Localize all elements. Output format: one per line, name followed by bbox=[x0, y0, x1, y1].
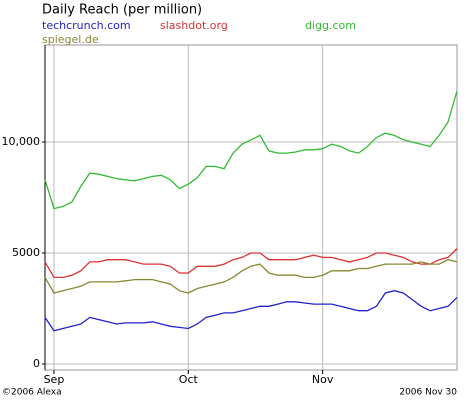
x-tick-label: Oct bbox=[179, 373, 199, 386]
y-tick-label: 5000 bbox=[12, 246, 40, 259]
chart-title: Daily Reach (per million) bbox=[42, 3, 202, 18]
legend-label: techcrunch.com bbox=[42, 19, 131, 32]
y-tick-label: 0 bbox=[33, 357, 40, 370]
x-tick-label: Nov bbox=[312, 373, 334, 386]
series-line bbox=[44, 290, 458, 332]
legend-label: slashdot.org bbox=[160, 19, 228, 32]
legend-label: digg.com bbox=[305, 19, 356, 32]
series-line bbox=[44, 259, 458, 294]
y-tick-label: 10,000 bbox=[2, 135, 41, 148]
legend-label: spiegel.de bbox=[42, 33, 99, 46]
footer-date: 2006 Nov 30 bbox=[399, 388, 457, 398]
x-tick-label: Sep bbox=[44, 373, 65, 386]
series-line bbox=[44, 90, 458, 210]
series-line bbox=[44, 248, 458, 279]
footer-source: ©2006 Alexa bbox=[2, 388, 62, 398]
